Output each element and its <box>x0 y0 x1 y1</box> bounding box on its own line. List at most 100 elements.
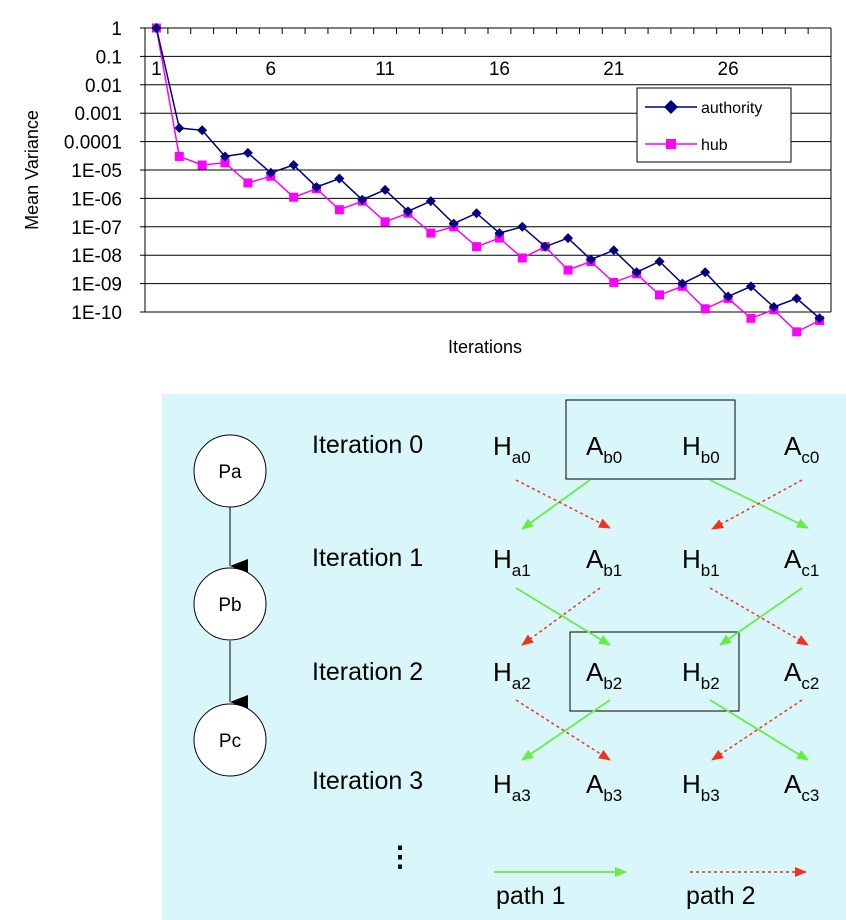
point-authority <box>631 267 642 278</box>
point-authority <box>700 267 711 278</box>
x-tick-label: 6 <box>265 59 276 80</box>
variable-A-b2: Ab2 <box>586 657 622 693</box>
y-tick-label: 0.01 <box>85 76 122 97</box>
point-authority <box>745 281 756 292</box>
point-hub <box>174 151 184 161</box>
series-line-authority <box>155 27 821 319</box>
node-pa-label: Pa <box>218 462 242 483</box>
point-authority <box>357 194 368 205</box>
path2-arrow <box>711 479 803 530</box>
variable-A-c0: Ac0 <box>784 431 819 467</box>
y-axis-title: Mean Variance <box>22 110 42 230</box>
point-authority <box>814 313 825 324</box>
y-tick-label: 1E-08 <box>71 246 122 267</box>
y-tick-label: 1E-06 <box>71 189 122 210</box>
variable-H-b3: Hb3 <box>682 769 720 805</box>
point-hub <box>563 265 573 275</box>
iteration-2-label: Iteration 2 <box>312 658 423 686</box>
point-authority <box>402 206 413 217</box>
point-authority <box>654 256 665 267</box>
legend-marker-authority <box>664 100 678 114</box>
point-hub <box>426 228 436 238</box>
point-authority <box>448 218 459 229</box>
node-pc-label: Pc <box>219 731 241 752</box>
y-tick-label: 1 <box>111 19 122 40</box>
point-hub <box>472 242 482 252</box>
iteration-3-label: Iteration 3 <box>312 767 423 795</box>
path1-legend-label: path 1 <box>496 882 566 910</box>
x-tick-label: 1 <box>151 59 162 80</box>
legend-label-authority: authority <box>701 100 762 117</box>
x-axis-title: Iterations <box>448 337 522 357</box>
highlight-box-iteration-0 <box>565 399 736 480</box>
point-hub <box>334 205 344 215</box>
x-tick-label: 26 <box>718 59 739 80</box>
point-hub <box>517 253 527 263</box>
legend-marker-hub <box>666 139 676 149</box>
point-hub <box>220 158 230 168</box>
variable-H-b2: Hb2 <box>682 657 720 693</box>
point-authority <box>288 159 299 170</box>
point-hub <box>609 277 619 287</box>
y-tick-label: 0.1 <box>96 47 122 68</box>
x-tick-label: 16 <box>489 59 510 80</box>
variable-A-c1: Ac1 <box>784 544 819 580</box>
point-authority <box>768 301 779 312</box>
point-authority <box>608 245 619 256</box>
path2-arrow <box>711 699 803 761</box>
point-authority <box>585 254 596 265</box>
mean-variance-chart: 1 0.1 0.01 0.001 0.0001 1E-05 1E-06 1E-07 1E-08 1… <box>22 19 832 357</box>
variable-A-c3: Ac3 <box>784 769 819 805</box>
x-tick-label: 11 <box>375 59 395 80</box>
point-authority <box>197 125 208 136</box>
point-authority <box>242 147 253 158</box>
point-hub <box>197 160 207 170</box>
path2-legend-label: path 2 <box>686 882 756 910</box>
y-tick-label: 1E-05 <box>71 161 122 182</box>
point-hub <box>494 233 504 243</box>
path1-arrow <box>521 479 591 530</box>
diagram-background <box>162 394 846 920</box>
variable-H-b0: Hb0 <box>682 431 720 467</box>
path2-arrow <box>515 699 611 761</box>
x-tick-labels: 1 6 11 16 21 26 <box>151 59 739 80</box>
highlight-box-iteration-2 <box>569 631 740 712</box>
path1-arrow <box>709 699 809 761</box>
point-authority <box>494 228 505 239</box>
variable-H-b1: Hb1 <box>682 544 720 580</box>
y-tick-label: 0.0001 <box>64 133 122 154</box>
y-tick-label: 1E-09 <box>71 275 122 296</box>
node-pb: Pb <box>193 567 267 641</box>
point-authority <box>791 293 802 304</box>
node-pa: Pa <box>193 434 267 508</box>
y-tick-label: 1E-10 <box>71 303 122 324</box>
point-hub <box>380 217 390 227</box>
iteration-1-label: Iteration 1 <box>312 544 423 572</box>
point-authority <box>380 184 391 195</box>
path-arrows <box>515 479 809 761</box>
variable-A-b1: Ab1 <box>586 544 622 580</box>
point-authority <box>151 23 162 33</box>
point-authority <box>265 167 276 178</box>
legend-label-hub: hub <box>701 137 728 154</box>
point-authority <box>517 221 528 232</box>
ellipsis: ⋮ <box>386 841 414 872</box>
variable-H-a2: Ha2 <box>493 657 531 693</box>
point-authority <box>425 196 436 207</box>
x-tick-label: 21 <box>603 59 624 80</box>
series-layer <box>151 23 825 337</box>
variable-A-b0: Ab0 <box>586 431 622 467</box>
path-legend: path 1 path 2 <box>494 867 807 910</box>
node-pb-label: Pb <box>218 595 241 616</box>
page-graph: Pa Pb Pc <box>193 434 267 777</box>
point-authority <box>677 278 688 289</box>
node-pc: Pc <box>193 703 267 777</box>
y-tick-label: 1E-07 <box>71 218 122 239</box>
y-tick-labels: 1 0.1 0.01 0.001 0.0001 1E-05 1E-06 1E-07 1E-08 1… <box>64 19 122 324</box>
point-authority <box>311 182 322 193</box>
point-hub <box>655 290 664 300</box>
path1-arrow <box>515 587 611 646</box>
point-authority <box>220 151 231 162</box>
point-authority <box>334 173 345 184</box>
variable-A-b3: Ab3 <box>586 769 622 805</box>
